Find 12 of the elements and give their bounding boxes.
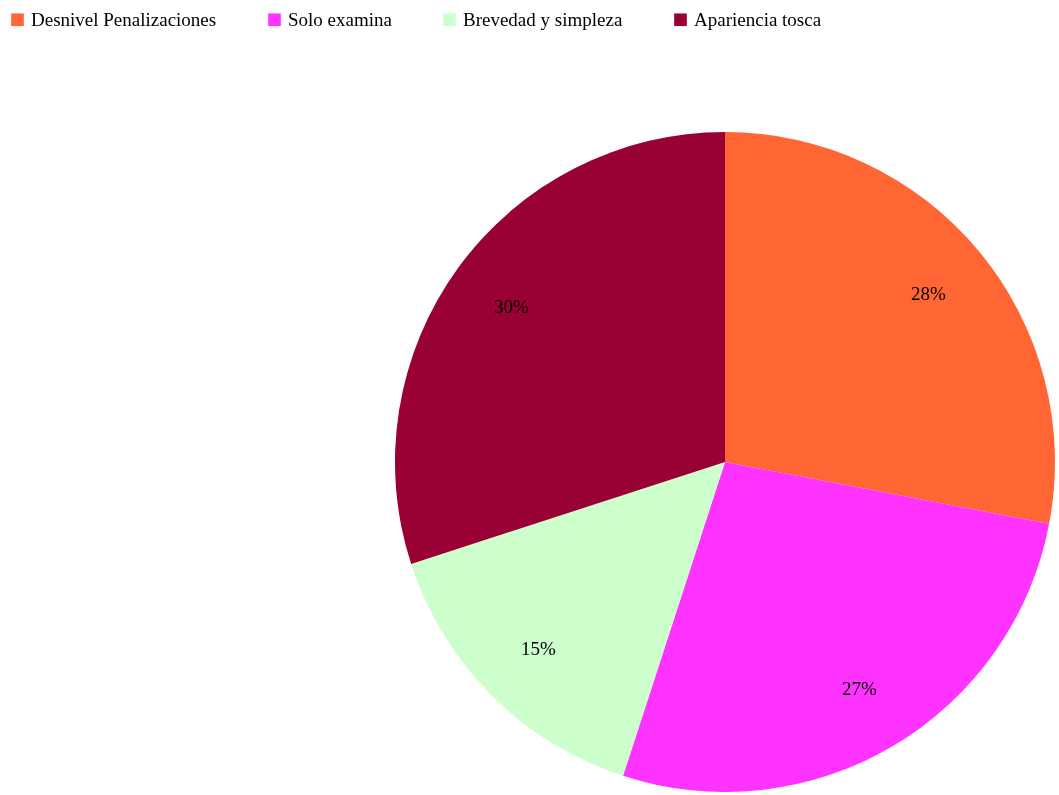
legend-label: Apariencia tosca — [694, 8, 822, 30]
data-label: 28% — [911, 282, 946, 304]
legend-label: Solo examina — [288, 8, 393, 30]
data-label: 30% — [494, 295, 530, 317]
data-label: 15% — [520, 637, 556, 659]
pie-slice — [411, 462, 725, 776]
data-label: 27% — [841, 678, 877, 700]
legend-label: Brevedad y simpleza — [463, 8, 623, 30]
pie-slice — [725, 132, 1055, 524]
pie-slice — [395, 132, 725, 564]
legend-label: Desnivel Penalizaciones — [31, 8, 217, 30]
pie-slice — [623, 462, 1050, 792]
